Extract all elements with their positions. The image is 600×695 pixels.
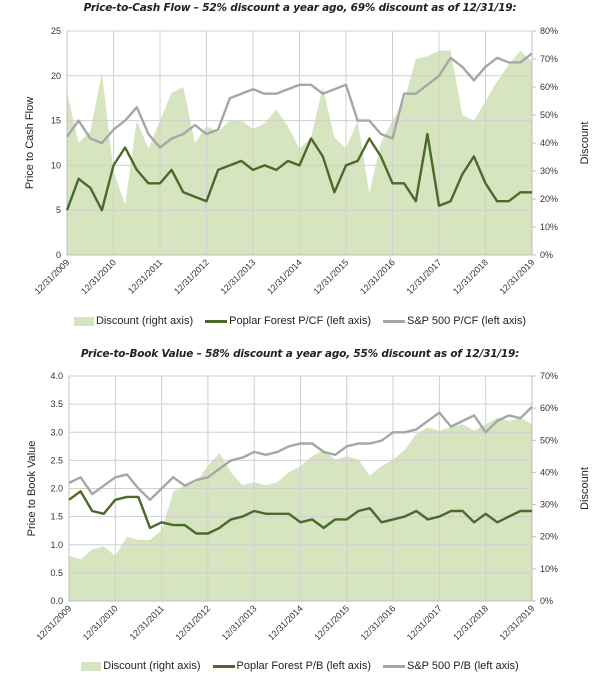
y2-tick-label: 0%	[540, 596, 553, 606]
x-tick-label: 12/31/2015	[311, 257, 350, 296]
y-tick-label: 1.0	[50, 540, 63, 550]
legend-sp: S&P 500 P/CF (left axis)	[383, 315, 526, 327]
y2-tick-label: 70%	[540, 371, 558, 381]
y-tick-label: 1.5	[50, 512, 63, 522]
legend-pf: Poplar Forest P/B (left axis)	[212, 660, 372, 672]
y2-tick-label: 70%	[540, 54, 558, 64]
pf-swatch	[205, 319, 228, 323]
chart1-svg: 0 5 10 15 20 25 12/31/2009 12/31/2010 12/31/2011…	[24, 26, 591, 296]
x-tick-label: 12/31/2013	[220, 603, 259, 642]
x-tick-label: 12/31/2016	[359, 603, 398, 642]
x-tick-label: 12/31/2018	[451, 603, 490, 642]
y-tick-label: 2.5	[50, 455, 63, 465]
chart2-svg: 0.00.51.01.52.02.53.03.54.012/31/2009 12/…	[26, 371, 591, 642]
y2-tick-label: 30%	[540, 500, 558, 510]
y-tick-label: 0	[56, 250, 61, 260]
sp500-line	[66, 52, 533, 149]
legend-discount: Discount (right axis)	[81, 660, 201, 672]
y2-tick-label: 60%	[540, 82, 558, 92]
legend-sp-label: S&P 500 P/B (left axis)	[407, 660, 519, 672]
discount-swatch	[81, 661, 102, 671]
legend-sp: S&P 500 P/B (left axis)	[383, 660, 519, 672]
y-tick-label: 25	[51, 26, 61, 36]
x-tick-label: 12/31/2019	[497, 603, 536, 642]
y2-tick-label: 60%	[540, 403, 558, 413]
y2-tick-label: 20%	[540, 194, 558, 204]
legend-pf: Poplar Forest P/CF (left axis)	[205, 315, 371, 327]
poplar-forest-line	[68, 490, 532, 535]
y-tick-label: 3.0	[50, 427, 63, 437]
x-tick-label: 12/31/2019	[497, 257, 536, 296]
legend-discount: Discount (right axis)	[73, 315, 194, 327]
y2-tick-label: 0%	[540, 250, 553, 260]
x-tick-label: 12/31/2017	[404, 257, 443, 296]
y2-tick-label: 10%	[540, 564, 558, 574]
x-tick-label: 12/31/2017	[405, 603, 444, 642]
chart2-legend: Discount (right axis) Poplar Forest P/B …	[0, 660, 600, 672]
y2-tick-label: 30%	[540, 166, 558, 176]
y-tick-label: 0.5	[50, 568, 63, 578]
x-tick-label: 12/31/2013	[218, 257, 257, 296]
y-tick-label: 4.0	[50, 371, 63, 381]
y2-axis-label: Discount	[579, 467, 591, 510]
x-tick-label: 12/31/2011	[128, 603, 166, 641]
x-tick-label: 12/31/2018	[451, 257, 490, 296]
legend-sp-label: S&P 500 P/CF (left axis)	[407, 315, 527, 327]
x-tick-label: 12/31/2009	[34, 603, 73, 642]
y-tick-label: 2.0	[50, 484, 63, 494]
sp-swatch	[383, 319, 405, 323]
discount-swatch	[73, 316, 94, 326]
y2-tick-label: 50%	[540, 435, 558, 445]
y-axis-label: Price to Cash Flow	[24, 97, 36, 189]
y2-tick-label: 20%	[540, 532, 558, 542]
x-tick-label: 12/31/2012	[172, 257, 211, 296]
legend-pf-label: Poplar Forest P/B (left axis)	[236, 660, 372, 672]
legend-discount-label: Discount (right axis)	[95, 315, 194, 327]
x-tick-label: 12/31/2014	[265, 257, 304, 296]
x-tick-label: 12/31/2010	[81, 603, 120, 642]
poplar-forest-line	[65, 132, 532, 212]
y2-tick-label: 40%	[540, 138, 558, 148]
y-tick-label: 15	[51, 116, 61, 126]
x-tick-label: 12/31/2012	[173, 603, 212, 642]
x-tick-label: 12/31/2009	[32, 257, 71, 296]
sp-swatch	[383, 664, 405, 668]
y-tick-label: 5	[56, 205, 61, 215]
chart2-title: Price-to-Book Value – 58% discount a yea…	[80, 348, 520, 360]
y2-axis-label: Discount	[579, 122, 591, 165]
legend-pf-label: Poplar Forest P/CF (left axis)	[229, 315, 371, 327]
y2-tick-label: 50%	[540, 110, 558, 120]
x-tick-label: 12/31/2015	[312, 603, 351, 642]
chart1-title: Price-to-Cash Flow – 52% discount a year…	[83, 2, 517, 14]
y2-tick-label: 80%	[540, 26, 558, 36]
legend-discount-label: Discount (right axis)	[103, 660, 201, 672]
y-tick-label: 0.0	[50, 596, 63, 606]
y-axis-label: Price to Book Value	[26, 441, 38, 537]
y2-tick-label: 40%	[540, 467, 558, 477]
x-tick-label: 12/31/2010	[79, 257, 118, 296]
x-tick-label: 12/31/2016	[358, 257, 397, 296]
x-tick-label: 12/31/2011	[126, 257, 164, 295]
y-tick-label: 20	[51, 71, 61, 81]
sp500-line	[68, 406, 533, 502]
y2-tick-label: 10%	[540, 222, 558, 232]
y-tick-label: 10	[51, 160, 61, 170]
y-tick-label: 3.5	[50, 399, 63, 409]
chart1-legend: Discount (right axis) Poplar Forest P/CF…	[0, 315, 600, 327]
x-tick-label: 12/31/2014	[266, 603, 305, 642]
pf-swatch	[212, 664, 235, 668]
